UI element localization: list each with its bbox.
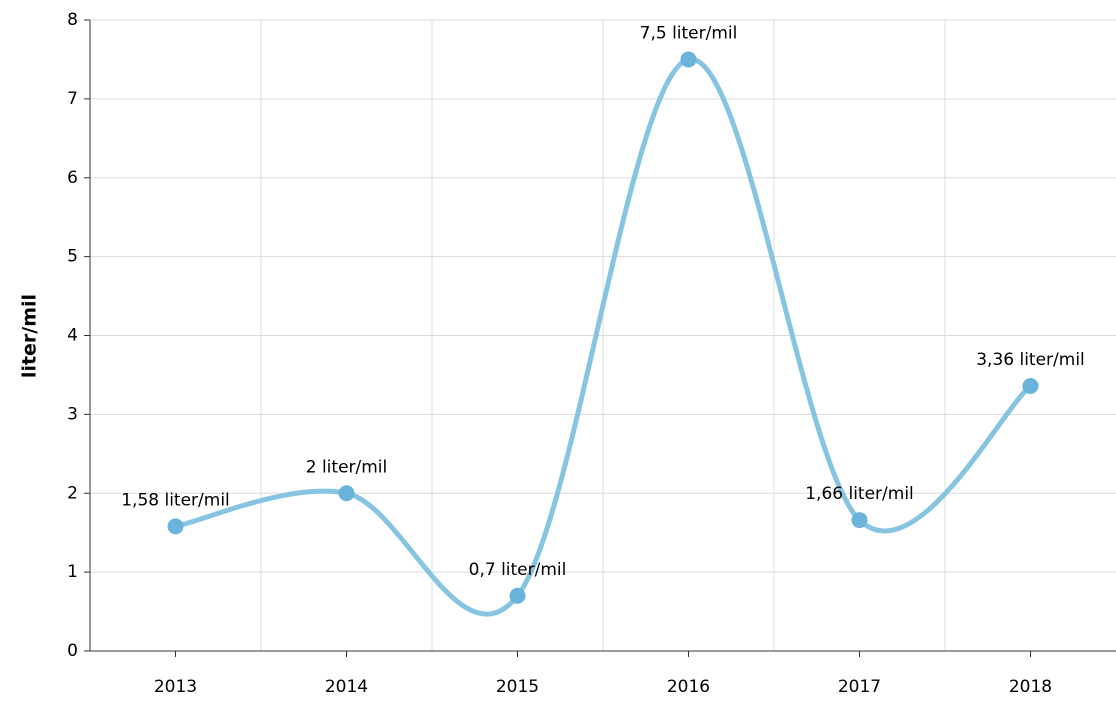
y-tick-label: 2 <box>67 483 78 503</box>
value-label: 1,58 liter/mil <box>121 490 230 510</box>
y-tick-label: 3 <box>67 404 78 424</box>
y-axis-label: liter/mil <box>19 294 41 378</box>
marker <box>680 51 697 68</box>
y-tick-label: 1 <box>67 562 78 582</box>
value-label: 7,5 liter/mil <box>640 23 738 43</box>
marker <box>851 512 868 529</box>
y-tick-label: 6 <box>67 168 78 188</box>
x-tick-label: 2017 <box>838 677 881 697</box>
x-tick-label: 2013 <box>154 677 197 697</box>
value-label: 0,7 liter/mil <box>469 560 567 580</box>
value-label: 1,66 liter/mil <box>805 484 914 504</box>
marker <box>509 587 526 604</box>
x-tick-label: 2014 <box>325 677 368 697</box>
x-tick-label: 2015 <box>496 677 539 697</box>
value-label: 3,36 liter/mil <box>976 350 1085 370</box>
marker <box>1022 377 1039 394</box>
y-tick-label: 7 <box>67 89 78 109</box>
x-tick-label: 2018 <box>1009 677 1052 697</box>
value-label: 2 liter/mil <box>306 457 388 477</box>
x-tick-label: 2016 <box>667 677 710 697</box>
marker <box>338 485 355 502</box>
marker <box>167 518 184 535</box>
y-tick-label: 5 <box>67 247 78 267</box>
y-tick-label: 4 <box>67 326 78 346</box>
line <box>173 56 1033 617</box>
y-tick-label: 8 <box>67 10 78 30</box>
y-tick-label: 0 <box>67 641 78 661</box>
